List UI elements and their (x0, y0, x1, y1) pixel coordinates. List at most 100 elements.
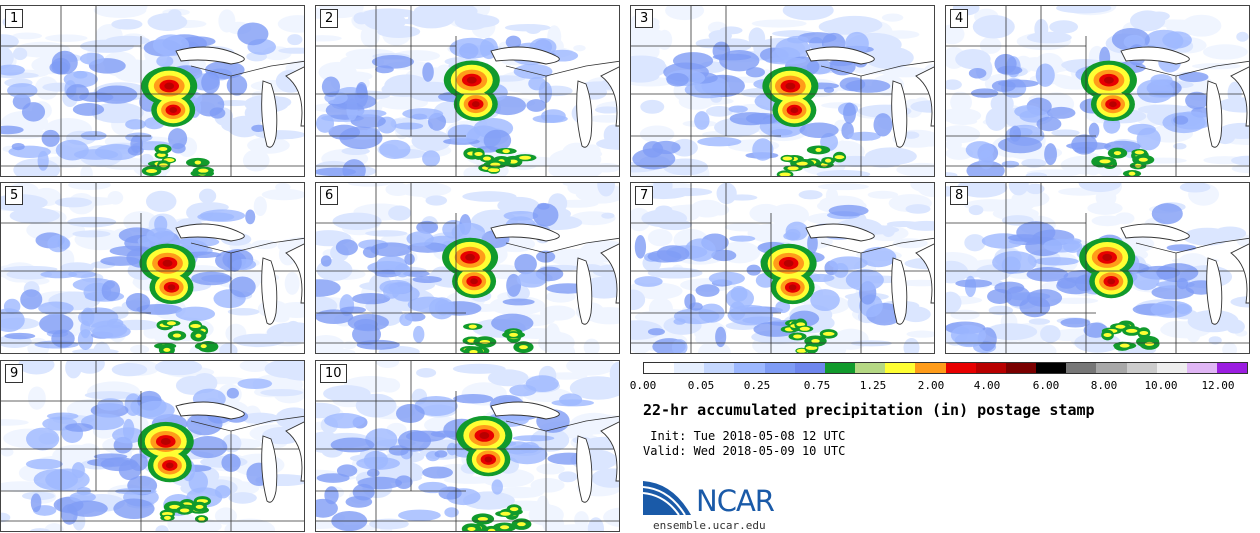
lake-michigan (261, 257, 278, 325)
precip-area-light (665, 6, 705, 21)
precip-area-light (1202, 44, 1248, 60)
storm-cell (1134, 150, 1145, 155)
precip-area-blue (38, 301, 74, 316)
storm-cell (194, 160, 202, 165)
panel-label-4: 4 (950, 9, 969, 28)
precip-area-light (695, 334, 711, 345)
precip-area-blue (728, 105, 748, 113)
colorbar-segment (885, 363, 916, 373)
precip-area-light (1051, 129, 1080, 137)
lake-huron (1230, 66, 1249, 127)
precip-area-light (504, 23, 551, 32)
precip-area-light (255, 130, 304, 140)
precip-area-blue (715, 326, 727, 348)
precip-area-blue (1060, 317, 1091, 328)
precip-area-light (1026, 31, 1072, 44)
precip-area-blue (1103, 116, 1121, 134)
storm-cell (799, 326, 810, 331)
storm-core (1104, 76, 1114, 84)
storm-core (788, 284, 797, 291)
storm-cell (477, 516, 489, 521)
precip-area-blue (1166, 244, 1197, 252)
precip-area-blue (765, 57, 807, 65)
storm-cell (500, 525, 510, 530)
precip-area-blue (399, 313, 413, 327)
precip-area-light (9, 207, 60, 224)
precip-area-light (964, 234, 986, 252)
precip-area-light (316, 35, 342, 42)
precip-area-blue (666, 72, 689, 87)
lake-michigan (891, 80, 908, 148)
storm-cell (157, 153, 166, 158)
precip-area-blue (226, 387, 239, 399)
precip-area-blue (847, 131, 881, 141)
lake-superior (1120, 46, 1190, 65)
precip-area-light (332, 212, 382, 231)
precip-area-blue (351, 292, 391, 305)
ncar-logo-icon (643, 481, 691, 516)
storm-cell (198, 168, 209, 173)
storm-core (466, 76, 477, 84)
precip-area-light (1222, 342, 1238, 353)
precip-area-blue (729, 235, 756, 242)
precip-area-blue (845, 79, 891, 93)
colorbar-segment (1126, 363, 1157, 373)
state-boundary (230, 415, 304, 432)
colorbar-segment (945, 363, 976, 373)
precip-area-light (44, 523, 64, 531)
precip-area-blue (226, 74, 248, 96)
precip-area-blue (366, 468, 380, 478)
precip-area-blue (505, 35, 522, 49)
precip-area-blue (336, 464, 358, 477)
storm-cell (190, 324, 201, 329)
precip-area-light (277, 15, 304, 33)
precip-area-blue (1001, 160, 1020, 168)
precip-area-blue (712, 41, 731, 61)
precip-map-4 (946, 6, 1249, 176)
panel-label-7: 7 (635, 186, 654, 205)
precip-map-8 (946, 183, 1249, 353)
precip-area-light (946, 24, 965, 45)
precip-area-light (1227, 81, 1242, 105)
storm-cell (787, 166, 799, 171)
precip-area-light (716, 183, 737, 205)
precip-area-light (341, 147, 370, 156)
precip-area-blue (711, 249, 737, 262)
precip-area-light (583, 144, 601, 160)
colorbar-tick-label: 0.05 (687, 379, 715, 392)
precip-area-light (1218, 122, 1249, 140)
precip-area-light (12, 32, 43, 40)
precip-area-blue (245, 209, 256, 225)
precip-area-light (348, 183, 390, 187)
panel-label-5: 5 (5, 186, 24, 205)
precip-area-light (1049, 20, 1079, 34)
precip-area-blue (40, 270, 78, 279)
precip-area-light (6, 269, 53, 280)
precip-area-blue (113, 498, 155, 519)
precip-area-blue (71, 462, 85, 479)
precip-area-blue (418, 481, 448, 494)
precip-area-blue (136, 400, 175, 420)
precip-area-blue (68, 270, 97, 278)
precip-area-blue (404, 253, 415, 265)
precip-area-light (342, 341, 357, 350)
precip-area-blue (69, 491, 96, 503)
precip-area-blue (97, 398, 124, 411)
precip-area-light (29, 528, 51, 531)
precip-area-light (65, 361, 82, 379)
precip-area-blue (1162, 31, 1192, 49)
precip-area-blue (647, 328, 665, 336)
precip-area-blue (356, 82, 368, 99)
precip-area-blue (745, 67, 766, 78)
storm-cell (793, 334, 802, 339)
state-boundary (860, 237, 934, 254)
state-boundary (545, 237, 619, 254)
precip-area-blue (512, 435, 555, 442)
storm-cell (483, 525, 501, 531)
precip-area-blue (671, 339, 688, 353)
precip-area-blue (73, 149, 119, 160)
precip-area-blue (1173, 115, 1189, 125)
storm-cell (519, 155, 532, 160)
storm-cell (796, 348, 807, 353)
storm-core (479, 431, 490, 439)
